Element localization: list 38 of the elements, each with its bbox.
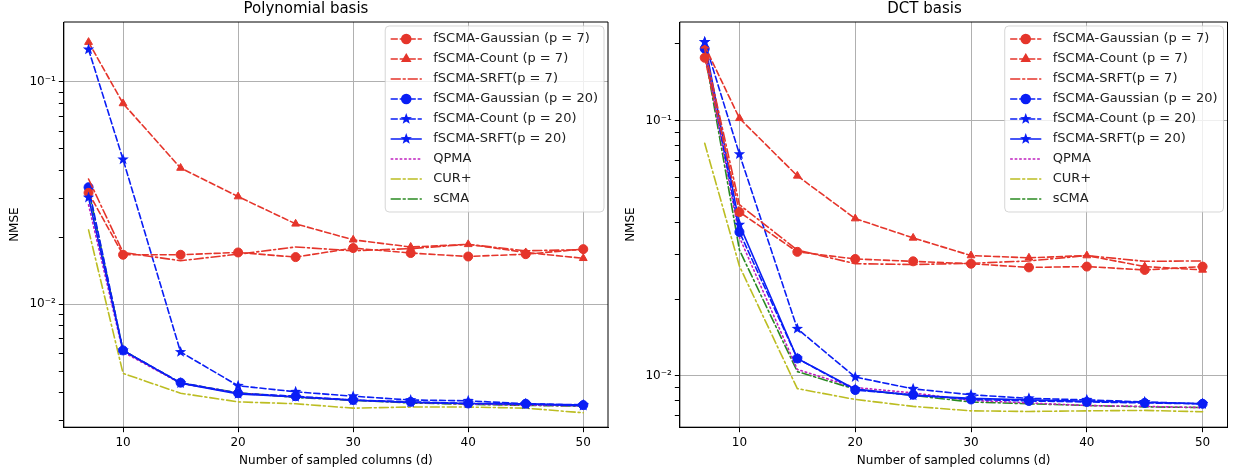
x-axis-title: Number of sampled columns (d)	[239, 452, 433, 467]
x-tick-label: 30	[345, 434, 361, 449]
chart-title: Polynomial basis	[243, 0, 369, 17]
y-tick-label: 10⁻²	[29, 296, 56, 311]
legend-label: sCMA	[433, 190, 470, 206]
y-axis-title: NMSE	[623, 207, 638, 242]
chart-title: DCT basis	[887, 0, 962, 17]
legend-label: CUR+	[1052, 170, 1092, 186]
x-axis-title: Number of sampled columns (d)	[856, 452, 1051, 467]
x-tick-label: 50	[575, 434, 591, 449]
legend-label: fSCMA-Gaussian (p = 20)	[433, 90, 599, 106]
x-tick-label: 30	[963, 434, 979, 449]
legend-label: fSCMA-Gaussian (p = 7)	[1052, 30, 1210, 46]
x-tick-label: 10	[731, 434, 748, 449]
legend-label: fSCMA-SRFT(p = 7)	[1052, 70, 1178, 86]
legend-label: fSCMA-Count (p = 7)	[1052, 50, 1188, 66]
x-tick-label: 20	[847, 434, 863, 449]
x-tick-label: 40	[460, 434, 476, 449]
legend-label: fSCMA-Gaussian (p = 20)	[1052, 90, 1218, 106]
y-tick-label: 10⁻¹	[645, 112, 672, 127]
x-tick-label: 10	[115, 434, 131, 449]
legend-label: CUR+	[433, 170, 472, 186]
legend-label: sCMA	[1052, 190, 1089, 206]
legend-label: QPMA	[1052, 150, 1092, 166]
legend-label: fSCMA-SRFT(p = 20)	[433, 130, 567, 146]
legend-label: fSCMA-SRFT(p = 7)	[433, 70, 558, 86]
y-tick-label: 10⁻²	[645, 368, 672, 383]
legend-label: fSCMA-Gaussian (p = 7)	[433, 30, 590, 46]
legend-label: QPMA	[433, 150, 472, 166]
legend-label: fSCMA-SRFT(p = 20)	[1052, 130, 1186, 146]
legend-label: fSCMA-Count (p = 7)	[433, 50, 569, 66]
x-tick-label: 40	[1079, 434, 1095, 449]
x-tick-label: 50	[1194, 434, 1211, 449]
y-tick-label: 10⁻¹	[29, 74, 56, 89]
legend-label: fSCMA-Count (p = 20)	[433, 110, 577, 126]
x-tick-label: 20	[230, 434, 246, 449]
y-axis-title: NMSE	[7, 207, 22, 242]
legend-label: fSCMA-Count (p = 20)	[1052, 110, 1196, 126]
